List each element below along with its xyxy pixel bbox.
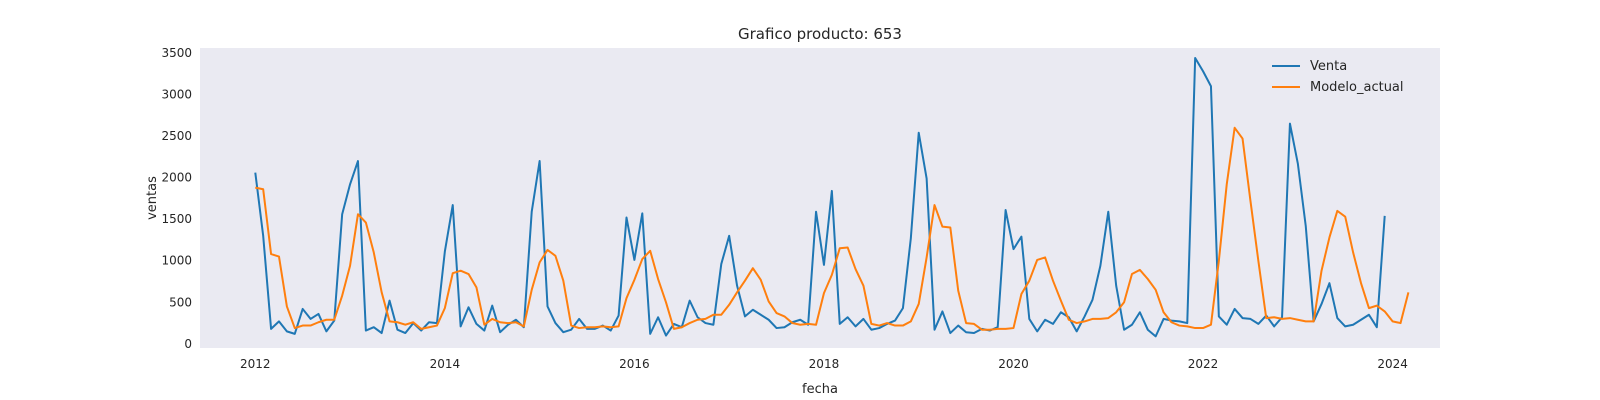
y-axis-ticks: 0 500 1000 1500 2000 2500 3000 3500	[161, 46, 192, 351]
x-tick-label: 2012	[240, 357, 271, 371]
y-tick-label: 500	[169, 295, 192, 309]
x-tick-label: 2022	[1188, 357, 1219, 371]
legend-label: Venta	[1310, 59, 1347, 74]
x-tick-label: 2016	[619, 357, 650, 371]
x-tick-label: 2024	[1377, 357, 1408, 371]
plot-area	[200, 48, 1440, 348]
x-axis-label: fecha	[802, 382, 838, 397]
y-tick-label: 3500	[161, 46, 192, 60]
x-tick-label: 2014	[430, 357, 461, 371]
x-tick-label: 2018	[809, 357, 840, 371]
y-tick-label: 2000	[161, 171, 192, 185]
x-axis-ticks: 2012 2014 2016 2018 2020 2022 2024	[240, 357, 1408, 371]
x-tick-label: 2020	[998, 357, 1029, 371]
legend: Venta Modelo_actual	[1272, 59, 1404, 95]
series-lines	[254, 56, 1410, 338]
y-tick-label: 2500	[161, 129, 192, 143]
y-tick-label: 1500	[161, 212, 192, 226]
y-tick-label: 1000	[161, 254, 192, 268]
y-tick-label: 0	[184, 337, 192, 351]
y-tick-label: 3000	[161, 88, 192, 102]
y-axis-label: ventas	[145, 176, 160, 220]
series-line-venta	[254, 56, 1386, 338]
chart-title: Grafico producto: 653	[738, 25, 902, 43]
series-line-modelo-actual	[255, 126, 1410, 331]
legend-label: Modelo_actual	[1310, 80, 1404, 95]
